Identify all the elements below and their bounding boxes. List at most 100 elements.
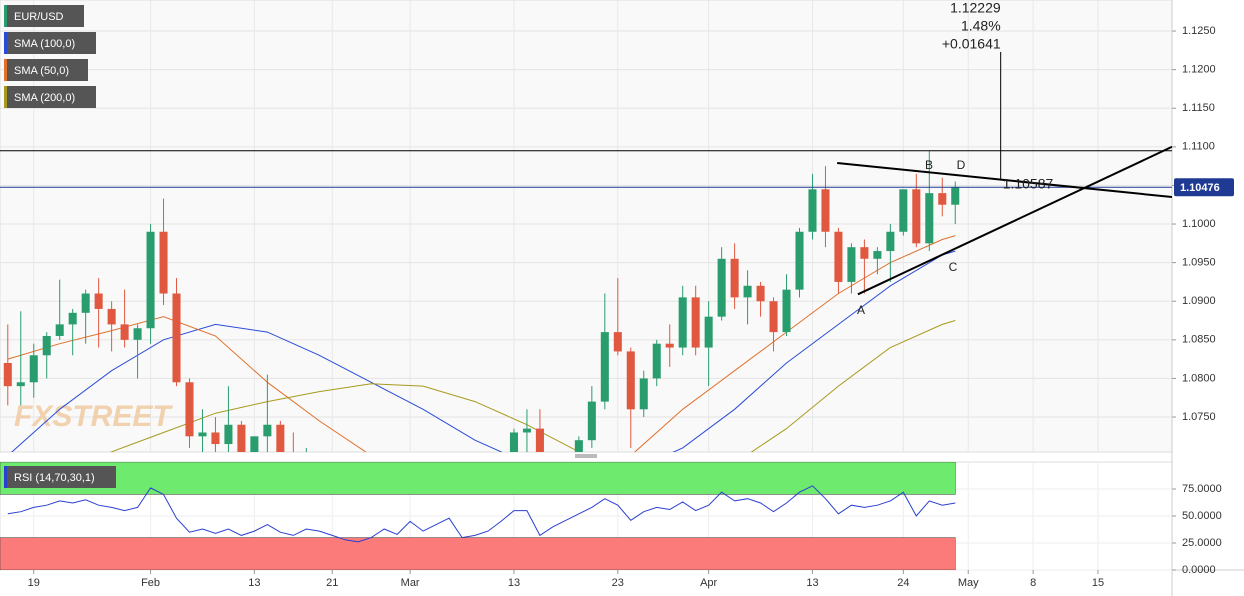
candle-body [94, 293, 103, 309]
candle-body [3, 362, 12, 387]
candle-body [471, 571, 479, 575]
x-tick-label: 13 [806, 577, 818, 589]
legend-label: SMA (50,0) [14, 65, 69, 77]
measure-change: +0.01641 [942, 36, 1001, 52]
x-tick-label: 13 [248, 577, 260, 589]
candle-body [756, 285, 765, 302]
candle-body [587, 401, 596, 441]
legend-swatch [4, 32, 7, 54]
candle-body [29, 355, 38, 383]
pane-splitter[interactable] [575, 454, 597, 458]
sma-line [11, 250, 956, 452]
candle-body [847, 247, 856, 282]
candle-body [873, 251, 882, 259]
candle-body [912, 189, 921, 244]
x-tick-label: Feb [141, 577, 160, 589]
main-pane [0, 0, 1173, 453]
x-tick-label: 23 [612, 577, 624, 589]
legend-label: EUR/USD [14, 11, 64, 23]
candle-body [211, 432, 220, 445]
trend-line [837, 162, 1172, 199]
candle-body [224, 424, 233, 445]
candle-body [717, 258, 726, 317]
candle-body [691, 297, 700, 348]
oversold-zone [0, 537, 956, 570]
x-tick-label: Apr [700, 577, 717, 589]
legend-swatch [4, 466, 7, 488]
y-tick-label: 50.0000 [1182, 510, 1222, 522]
y-tick-label: 1.1000 [1182, 218, 1216, 230]
measure-start: 1.10587 [1003, 175, 1054, 191]
watermark: FXSTREET [14, 400, 173, 433]
legend-box[interactable] [4, 32, 96, 54]
candle-body [159, 231, 168, 294]
legend-label: SMA (200,0) [14, 92, 75, 104]
candle-body [782, 289, 791, 333]
candle-body [821, 189, 830, 232]
candle-body [172, 293, 181, 383]
candle-body [509, 432, 518, 452]
trend-line [857, 145, 1172, 296]
overbought-zone [0, 462, 956, 495]
legend-swatch [4, 5, 7, 27]
candle-body [600, 332, 609, 402]
point-label: A [857, 303, 865, 317]
candle-body [198, 432, 207, 437]
candle-body [263, 424, 272, 437]
point-label: C [949, 260, 958, 274]
candle-body [613, 332, 622, 352]
candle-body [743, 285, 752, 298]
candle-body [951, 187, 960, 205]
candle-body [146, 231, 155, 329]
x-tick-label: May [958, 577, 979, 589]
y-tick-label: 1.0750 [1182, 411, 1216, 423]
candle-body [860, 247, 869, 259]
candle-body [834, 231, 843, 282]
rsi-line [7, 485, 956, 543]
price-tag-label: 1.10476 [1180, 182, 1220, 194]
candle-body [574, 440, 583, 452]
candle-body [133, 328, 142, 340]
sma-line [109, 320, 956, 452]
candle-body [535, 428, 544, 452]
point-label: D [957, 158, 966, 172]
candle-body [522, 428, 531, 433]
candle-body [730, 258, 739, 298]
candle-body [704, 316, 713, 348]
candle-body [81, 293, 90, 313]
x-tick-label: 24 [897, 577, 909, 589]
candle-body [665, 343, 674, 348]
candle-body [678, 297, 687, 348]
legend-box[interactable] [4, 59, 88, 81]
candle-body [808, 189, 817, 232]
y-tick-label: 1.1200 [1182, 64, 1216, 76]
y-tick-label: 1.0900 [1182, 295, 1216, 307]
legend-swatch [4, 86, 7, 108]
y-tick-label: 0.0000 [1182, 564, 1216, 576]
candle-body [626, 351, 635, 410]
x-tick-label: 8 [1030, 577, 1036, 589]
candle-body [120, 324, 129, 340]
candle-body [886, 231, 895, 252]
point-label: B [925, 158, 933, 172]
measure-value: 1.12229 [950, 0, 1001, 16]
legend-box[interactable] [4, 466, 116, 488]
candle-body [769, 301, 778, 333]
candle-body [795, 231, 804, 290]
candle-body [237, 424, 246, 452]
y-tick-label: 1.0850 [1182, 334, 1216, 346]
legend-label: RSI (14,70,30,1) [14, 472, 95, 484]
legend-swatch [4, 59, 7, 81]
measure-percent: 1.48% [961, 18, 1001, 34]
candle-body [899, 189, 908, 232]
x-tick-label: 19 [28, 577, 40, 589]
sma-line [7, 235, 956, 452]
candle-body [42, 335, 51, 356]
x-tick-label: 15 [1092, 577, 1104, 589]
x-tick-label: 21 [326, 577, 338, 589]
legend-box[interactable] [4, 86, 96, 108]
y-tick-label: 1.1100 [1182, 141, 1215, 153]
y-tick-label: 1.1250 [1182, 25, 1216, 37]
legend-box[interactable] [4, 5, 84, 27]
